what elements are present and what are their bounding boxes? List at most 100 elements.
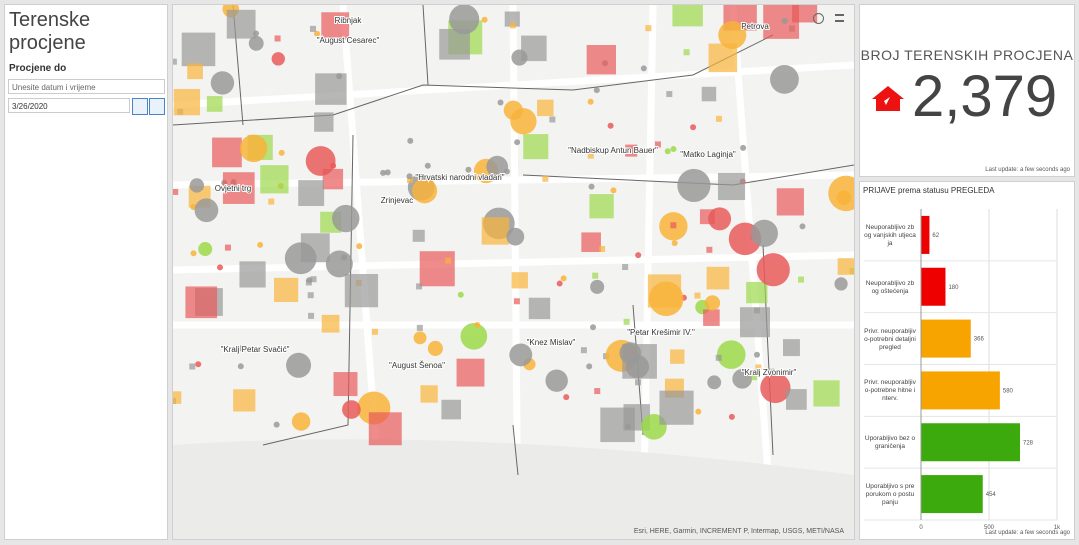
map-label: "Nadbiskup Antun Bauer" [568, 146, 658, 155]
x-tick-label: 1k [1054, 525, 1061, 531]
map-point [785, 389, 807, 410]
map-point [187, 63, 203, 80]
map-point [194, 198, 219, 223]
bar [921, 215, 930, 254]
map-point [333, 372, 358, 397]
map-point [514, 139, 521, 146]
map-point [671, 240, 678, 247]
map-point [198, 242, 213, 257]
map-point [206, 96, 223, 112]
layers-button[interactable] [835, 14, 844, 22]
map-point [740, 144, 747, 151]
map-point [589, 194, 614, 219]
map-panel[interactable]: Ribnjak "August Cesarec" Petrova "Nadbiskup… [172, 4, 855, 540]
map[interactable]: Ribnjak "August Cesarec" Petrova "Nadbiskup… [173, 5, 854, 539]
map-point [273, 421, 280, 428]
search-button[interactable] [813, 13, 824, 24]
attribution: Esri, HERE, Garmin, INCREMENT P, Interma… [633, 528, 844, 535]
map-point [413, 331, 427, 345]
map-point [580, 347, 587, 354]
map-label: "Kralj Petar Svačić" [221, 345, 290, 354]
map-point [441, 399, 461, 420]
category-label: Privr. neuporabljivo-potrebne hitne inte… [864, 379, 916, 403]
map-point [248, 35, 264, 51]
map-point [226, 9, 256, 39]
map-label: Ovjetni trg [215, 184, 251, 193]
map-point [420, 385, 438, 403]
map-point [449, 5, 480, 35]
map-point [286, 352, 312, 378]
map-point [497, 99, 504, 106]
map-point [314, 30, 321, 37]
map-point [798, 276, 805, 283]
map-point [307, 292, 314, 299]
map-point [521, 35, 547, 62]
map-point [481, 217, 510, 245]
map-point [746, 281, 768, 304]
map-point [792, 5, 818, 23]
time-button[interactable] [149, 98, 165, 115]
map-point [588, 183, 595, 190]
map-point [460, 322, 488, 350]
map-point [268, 198, 275, 205]
map-point [445, 257, 452, 264]
map-point [610, 187, 617, 194]
map-point [756, 253, 790, 287]
map-point [212, 137, 242, 168]
map-point [257, 241, 264, 248]
map-point [706, 266, 730, 290]
map-point [274, 277, 299, 303]
map-point [836, 190, 851, 205]
map-point [640, 65, 647, 72]
map-point [683, 49, 690, 56]
map-point [222, 172, 255, 204]
map-point [528, 297, 551, 320]
map-label: Zrinjevac [381, 196, 413, 205]
map-point [690, 124, 697, 131]
map-point [173, 58, 177, 65]
map-label: Ribnjak [335, 16, 363, 25]
map-point [189, 178, 205, 193]
map-point [607, 122, 614, 129]
map-point [190, 250, 197, 257]
x-tick-label: 0 [919, 525, 923, 531]
map-point [622, 264, 629, 271]
date-select[interactable]: Unesite datum i vrijeme [8, 79, 165, 94]
map-point [271, 52, 285, 66]
map-point [834, 277, 848, 291]
map-point [717, 172, 746, 201]
map-point [504, 11, 520, 27]
map-label: "Matko Laginja" [680, 150, 736, 159]
map-point [310, 276, 317, 283]
map-point [412, 178, 438, 204]
date-input[interactable]: 3/26/2020 [8, 98, 130, 113]
map-point [308, 312, 315, 319]
map-point [503, 168, 510, 175]
x-tick-label: 500 [984, 525, 995, 531]
map-point [695, 408, 702, 415]
map-point [707, 375, 722, 390]
map-point [704, 295, 721, 311]
map-point [677, 168, 711, 203]
map-point [298, 180, 325, 207]
map-point [590, 279, 605, 294]
map-point [703, 309, 720, 326]
map-point [356, 243, 363, 250]
map-point [586, 363, 593, 370]
map-point [523, 134, 549, 160]
map-point [407, 177, 414, 184]
map-point [291, 412, 311, 431]
map-point [185, 286, 218, 319]
value-label: 180 [948, 285, 959, 291]
map-point [716, 340, 746, 369]
bar-chart: 0 500 1k 62 180 366 580 728 454 [864, 209, 1061, 531]
map-point [465, 166, 472, 173]
map-point [755, 364, 762, 371]
calendar-button[interactable] [132, 98, 148, 115]
map-point [278, 149, 285, 156]
map-point [586, 45, 617, 75]
map-point [708, 207, 732, 231]
map-point [587, 152, 594, 159]
map-point [314, 112, 334, 132]
bar [921, 371, 1000, 410]
